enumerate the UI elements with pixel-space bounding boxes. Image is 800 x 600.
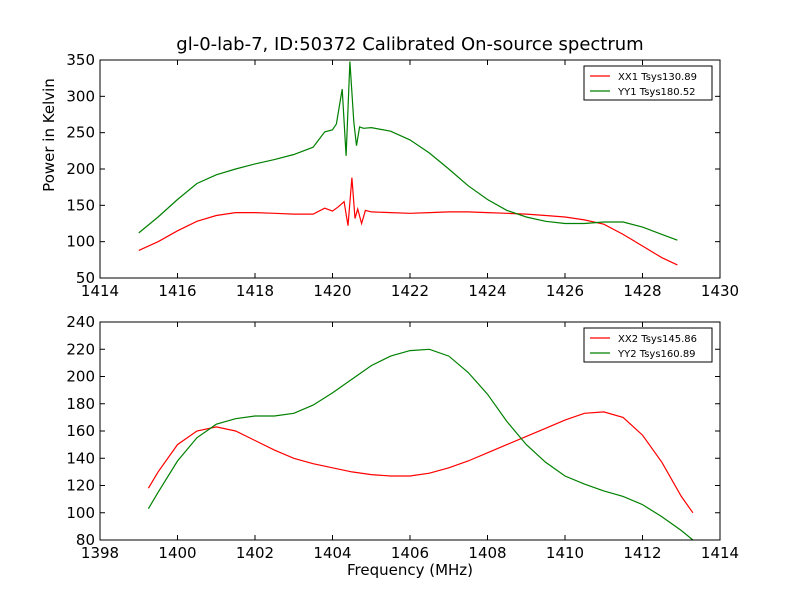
- x-tick-label: 1410: [546, 544, 584, 562]
- x-axis-label: Frequency (MHz): [346, 561, 474, 579]
- x-tick-label: 1400: [158, 544, 196, 562]
- x-tick-label: 1414: [701, 544, 739, 562]
- y-tick-label: 100: [66, 504, 95, 522]
- y-tick-label: 350: [66, 51, 95, 69]
- y-tick-label: 180: [66, 395, 95, 413]
- plot-2: 1398 1400 1402 1404 1406 1408 1410 1412 1414 80 10…: [66, 313, 739, 562]
- legend-label: YY2 Tsys160.89: [617, 349, 696, 360]
- y-tick-label: 200: [66, 160, 95, 178]
- x-tick-label: 1398: [81, 544, 119, 562]
- x-tick-label: 1404: [313, 544, 351, 562]
- legend: XX1 Tsys130.89 YY1 Tsys180.52: [583, 65, 713, 101]
- y-tick-label: 120: [66, 477, 95, 495]
- y-tick-label: 300: [66, 87, 95, 105]
- x-tick-label: 1408: [468, 544, 506, 562]
- x-tick-label: 1424: [468, 282, 506, 300]
- y-tick-label: 250: [66, 124, 95, 142]
- x-tick-label: 1428: [623, 282, 661, 300]
- x-tick-label: 1426: [546, 282, 584, 300]
- y-tick-label: 80: [76, 531, 95, 549]
- series-line-1: [147, 411, 694, 514]
- y-tick-label: 200: [66, 368, 95, 386]
- series-line-2: [147, 348, 694, 541]
- series-line-1: [138, 177, 678, 266]
- y-tick-label: 160: [66, 422, 95, 440]
- y-tick-label: 220: [66, 340, 95, 358]
- x-tick-label: 1406: [391, 544, 429, 562]
- y-tick-label: 240: [66, 313, 95, 331]
- x-tick-label: 1416: [158, 282, 196, 300]
- x-tick-label: 1412: [623, 544, 661, 562]
- x-tick-label: 1414: [81, 282, 119, 300]
- y-tick-label: 140: [66, 449, 95, 467]
- series-line-2: [138, 61, 678, 241]
- plot-1: 1414 1416 1418 1420 1422 1424 1426 1428 1430 50 10…: [66, 51, 739, 300]
- legend-label: XX1 Tsys130.89: [618, 72, 697, 83]
- x-tick-label: 1430: [701, 282, 739, 300]
- x-tick-label: 1420: [313, 282, 351, 300]
- legend-label: XX2 Tsys145.86: [618, 334, 697, 345]
- legend-label: YY1 Tsys180.52: [617, 87, 696, 98]
- figure-title: gl-0-lab-7, ID:50372 Calibrated On-sourc…: [176, 34, 644, 55]
- x-tick-label: 1418: [236, 282, 274, 300]
- legend-box: [583, 65, 713, 101]
- legend: XX2 Tsys145.86 YY2 Tsys160.89: [583, 327, 713, 363]
- x-tick-label: 1422: [391, 282, 429, 300]
- legend-box: [583, 327, 713, 363]
- y-tick-label: 100: [66, 233, 95, 251]
- x-tick-label: 1402: [236, 544, 274, 562]
- y-tick-label: 150: [66, 196, 95, 214]
- y-tick-label: 50: [76, 269, 95, 287]
